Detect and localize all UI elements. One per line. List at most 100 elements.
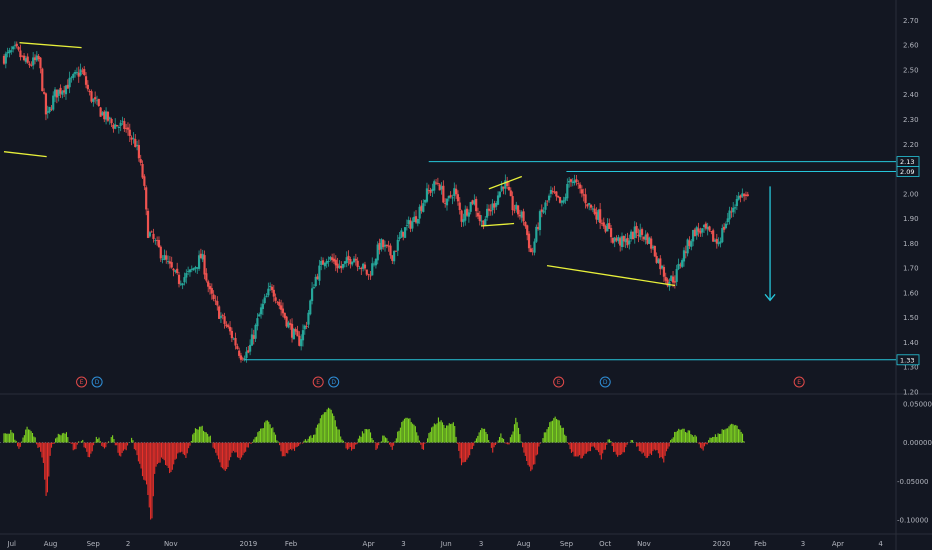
event-marker[interactable] — [76, 376, 88, 388]
candle-body — [309, 300, 312, 315]
time-axis-tick-label: Sep — [87, 540, 101, 548]
candle-body — [657, 259, 660, 264]
candle-body — [329, 257, 332, 260]
candle-body — [673, 281, 676, 283]
candle-body — [371, 263, 374, 276]
candle-body — [424, 199, 427, 203]
trendline[interactable] — [481, 222, 515, 227]
candle-body — [258, 314, 261, 317]
candle-body — [743, 194, 746, 197]
candle-body — [513, 209, 516, 211]
candle-body — [566, 184, 569, 199]
candle-body — [464, 209, 467, 221]
candle-body — [739, 195, 742, 198]
candle-body — [148, 232, 151, 237]
candle-body — [241, 358, 244, 360]
candle-body — [599, 209, 602, 223]
candle-body — [298, 335, 301, 346]
candle-body — [363, 264, 367, 269]
candle-body — [108, 117, 111, 119]
trendline[interactable] — [3, 151, 47, 158]
event-marker[interactable] — [599, 376, 611, 388]
candle-body — [617, 237, 620, 242]
candle-body — [518, 214, 522, 217]
candle-body — [205, 273, 208, 281]
candle-body — [214, 300, 217, 302]
candle-body — [26, 56, 29, 63]
candle-body — [323, 262, 326, 267]
time-axis-tick-label: 2 — [126, 540, 130, 548]
candle-body — [726, 218, 729, 223]
candle-body — [88, 91, 91, 93]
candle-body — [374, 259, 377, 266]
candle-body — [176, 268, 179, 274]
time-axis-tick-label: Jun — [440, 540, 452, 548]
candle-body — [471, 200, 474, 204]
candle-body — [338, 265, 341, 268]
candle-body — [278, 302, 281, 306]
candle-body — [343, 261, 347, 264]
candle-body — [507, 186, 511, 191]
candle-body — [591, 208, 594, 210]
candle-body — [207, 281, 210, 287]
candle-body — [493, 203, 496, 208]
price-axis-tick-label: 1.60 — [903, 289, 919, 297]
candle-body — [13, 45, 17, 47]
candle-body — [336, 263, 339, 269]
candle-body — [106, 111, 110, 121]
time-axis-tick-label: 3 — [801, 540, 805, 548]
candle-body — [445, 198, 449, 206]
candle-body — [604, 226, 607, 232]
candle-body — [400, 230, 403, 238]
candle-body — [269, 285, 272, 288]
candle-body — [208, 286, 212, 290]
candle-body — [6, 52, 9, 54]
candle-body — [44, 93, 48, 115]
trendline[interactable] — [19, 42, 82, 49]
trendline[interactable] — [546, 265, 676, 287]
candle-body — [139, 159, 142, 163]
event-marker[interactable] — [328, 376, 340, 388]
candle-body — [263, 297, 266, 304]
candle-body — [391, 255, 394, 261]
event-marker[interactable] — [553, 376, 565, 388]
event-marker[interactable] — [312, 376, 324, 388]
candle-body — [595, 212, 598, 220]
event-marker-label: E — [557, 379, 561, 386]
candle-body — [478, 214, 481, 222]
down-arrow-head[interactable] — [764, 293, 776, 302]
candle-body — [314, 276, 317, 287]
candle-body — [506, 181, 509, 186]
candle-body — [250, 334, 254, 346]
candle-body — [134, 139, 137, 147]
event-marker[interactable] — [91, 376, 103, 388]
candle-body — [181, 283, 184, 286]
candle-body — [487, 208, 491, 211]
candle-body — [320, 260, 323, 265]
candle-body — [633, 226, 636, 238]
price-level-tag — [896, 354, 920, 366]
candle-body — [416, 218, 419, 224]
candle-body — [573, 180, 576, 184]
trendline[interactable] — [488, 175, 523, 190]
time-axis-tick-label: 3 — [479, 540, 483, 548]
candle-body — [569, 179, 573, 182]
candle-body — [281, 308, 285, 314]
oscillator-pane[interactable] — [0, 407, 745, 520]
candle-body — [467, 212, 470, 217]
time-axis-tick-label: Feb — [285, 540, 298, 548]
candle-body — [332, 258, 336, 262]
candle-body — [558, 196, 562, 203]
event-marker[interactable] — [793, 376, 805, 388]
candle-body — [429, 190, 432, 193]
candle-body — [92, 98, 95, 102]
candle-body — [143, 176, 146, 186]
time-axis-tick-label: Oct — [599, 540, 611, 548]
candle-body — [655, 256, 658, 263]
candle-body — [571, 181, 574, 183]
candle-body — [37, 56, 40, 60]
candle-body — [529, 248, 532, 253]
candle-body — [664, 277, 667, 281]
candle-body — [719, 241, 722, 244]
